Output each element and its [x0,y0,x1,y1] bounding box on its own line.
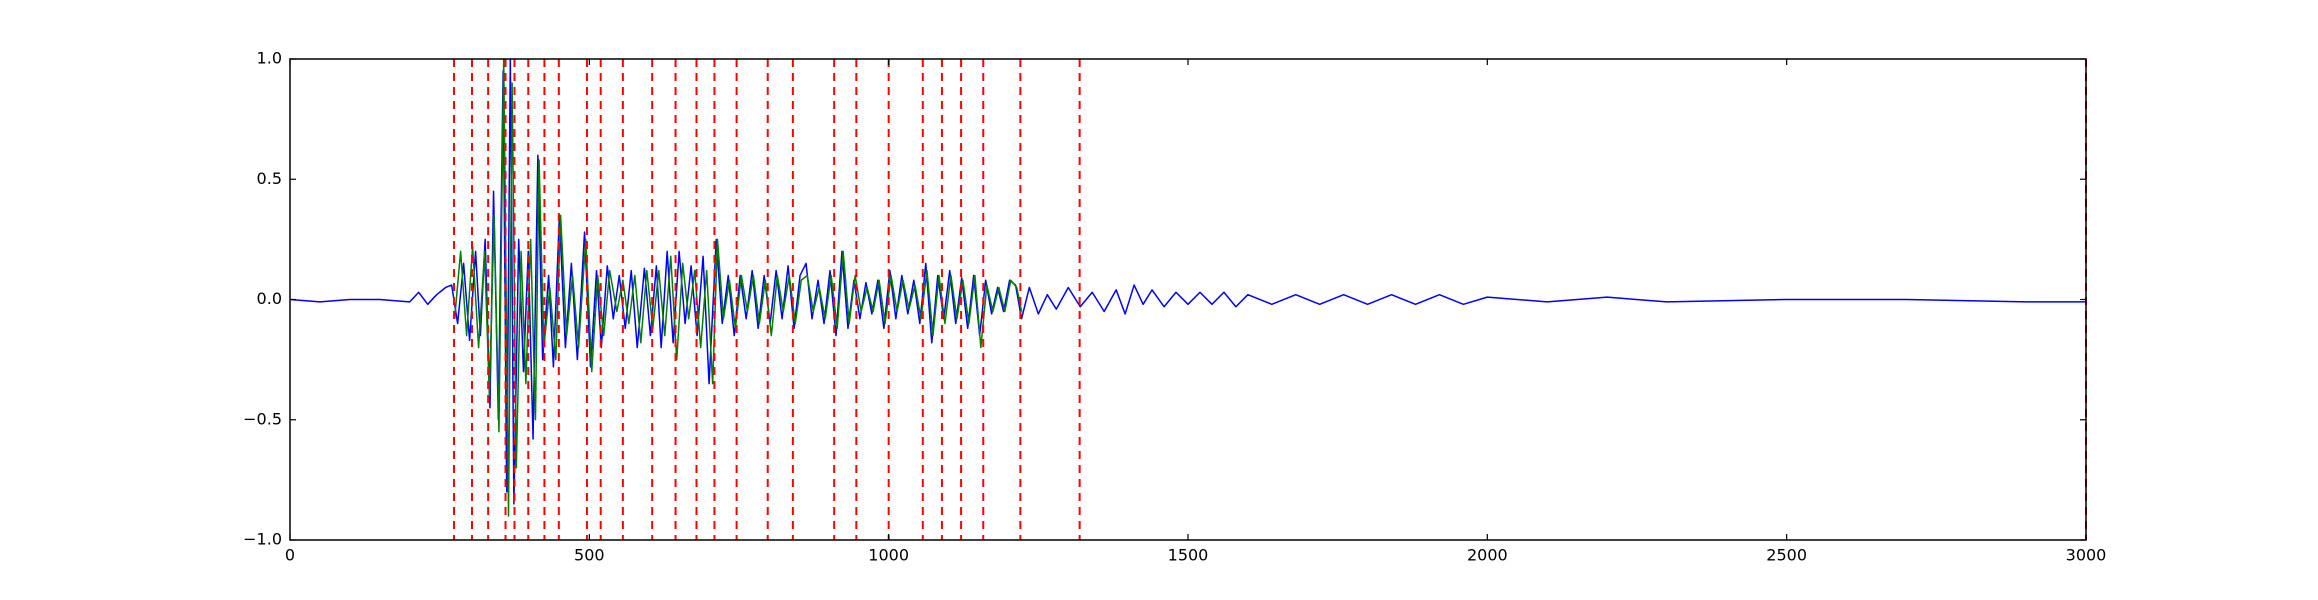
y-tick-label: −1.0 [243,530,282,549]
y-tick-label: −0.5 [243,409,282,428]
series-line [453,58,1023,517]
x-tick-label: 1500 [1168,546,1209,565]
x-tick-label: 2500 [1766,546,1807,565]
y-tick-label: 0.5 [257,169,282,188]
x-tick-label: 3000 [2066,546,2107,565]
x-tick-label: 500 [574,546,605,565]
x-tick-label: 1000 [868,546,909,565]
y-tick-label: 0.0 [257,289,282,308]
y-tick-label: 1.0 [257,49,282,68]
series-line [289,58,2086,505]
x-tick-label: 0 [285,546,295,565]
x-tick-label: 2000 [1467,546,1508,565]
